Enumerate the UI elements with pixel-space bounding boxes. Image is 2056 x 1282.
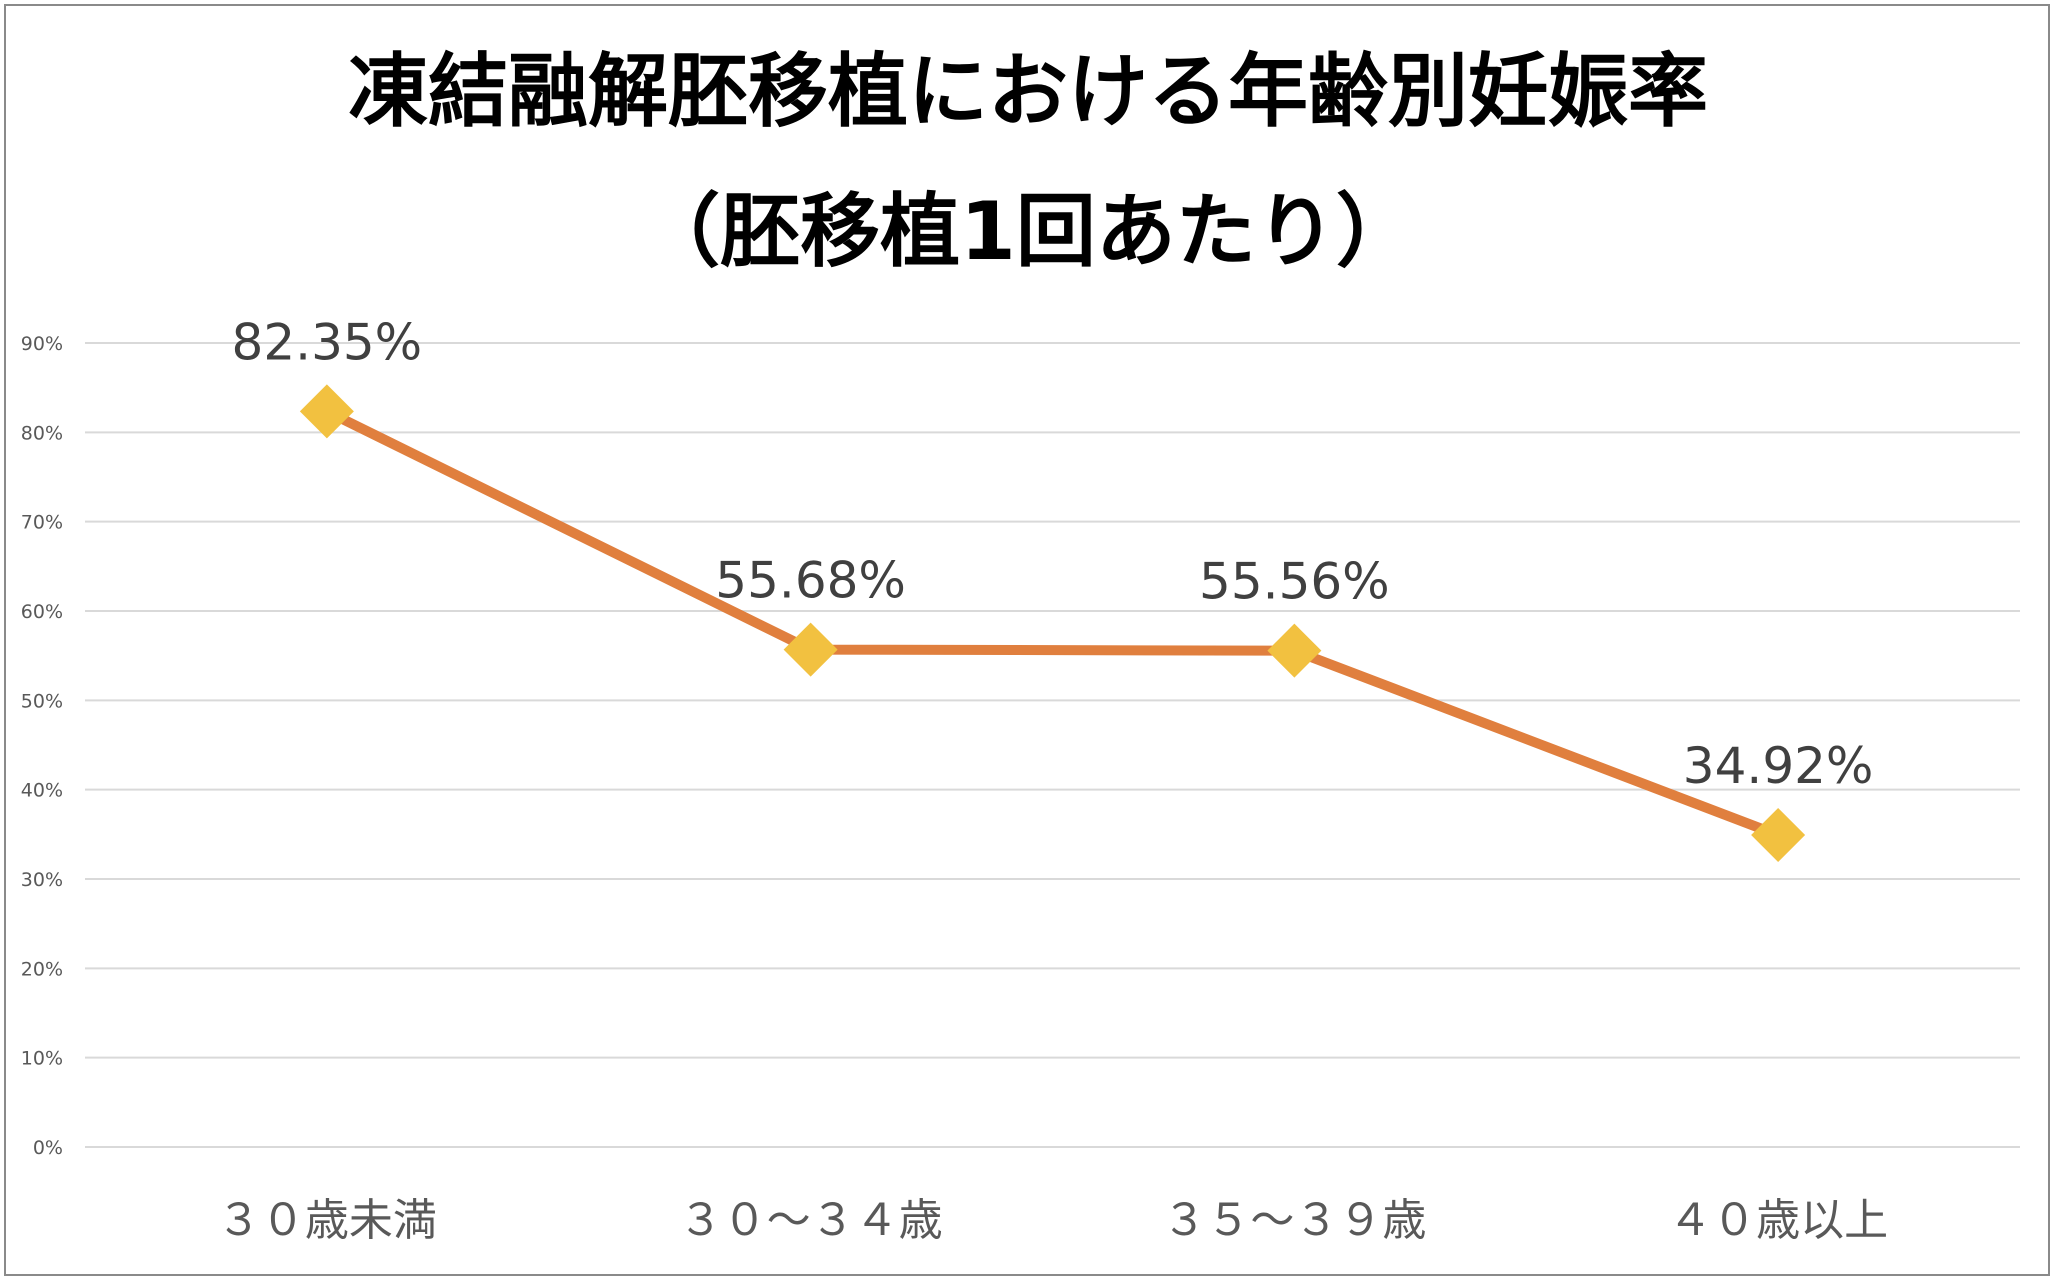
data-point-marker xyxy=(1751,808,1806,863)
data-label: 55.68% xyxy=(715,552,906,610)
series-line-layer xyxy=(321,406,1784,841)
data-label: 82.35% xyxy=(232,313,423,371)
chart-subtitle: （胚移植1回あたり） xyxy=(640,185,1416,278)
gridlines xyxy=(85,342,2020,1148)
x-tick-label: ４０歳以上 xyxy=(1668,1195,1888,1246)
x-tick-label: ３５～３９歳 xyxy=(1162,1195,1426,1246)
data-point-marker xyxy=(1267,623,1322,678)
x-axis-tick-labels: ３０歳未満 ３０～３４歳 ３５～３９歳 ４０歳以上 xyxy=(217,1195,1888,1246)
y-axis-tick-labels: 0% 10% 20% 30% 40% 50% 60% 70% 80% 90% xyxy=(21,333,63,1159)
x-tick-label: ３０～３４歳 xyxy=(679,1195,943,1246)
data-point-marker xyxy=(299,384,354,439)
data-label: 34.92% xyxy=(1683,737,1874,795)
y-tick-label: 80% xyxy=(21,422,63,444)
series-markers xyxy=(299,384,1806,863)
series-line xyxy=(321,406,1784,841)
y-tick-label: 60% xyxy=(21,601,63,623)
y-tick-label: 10% xyxy=(21,1048,63,1070)
y-tick-label: 40% xyxy=(21,780,63,802)
y-tick-label: 50% xyxy=(21,690,63,712)
chart-title: 凍結融解胚移植における年齢別妊娠率 xyxy=(348,45,1708,138)
y-tick-label: 90% xyxy=(21,333,63,355)
chart-frame xyxy=(4,4,2050,1276)
y-tick-label: 20% xyxy=(21,958,63,980)
data-label: 55.56% xyxy=(1199,553,1390,611)
y-tick-label: 30% xyxy=(21,869,63,891)
x-tick-label: ３０歳未満 xyxy=(217,1195,437,1246)
y-tick-label: 70% xyxy=(21,512,63,534)
y-tick-label: 0% xyxy=(33,1137,63,1159)
data-labels: 82.35% 55.68% 55.56% 34.92% xyxy=(232,313,1874,795)
data-point-marker xyxy=(783,622,838,677)
